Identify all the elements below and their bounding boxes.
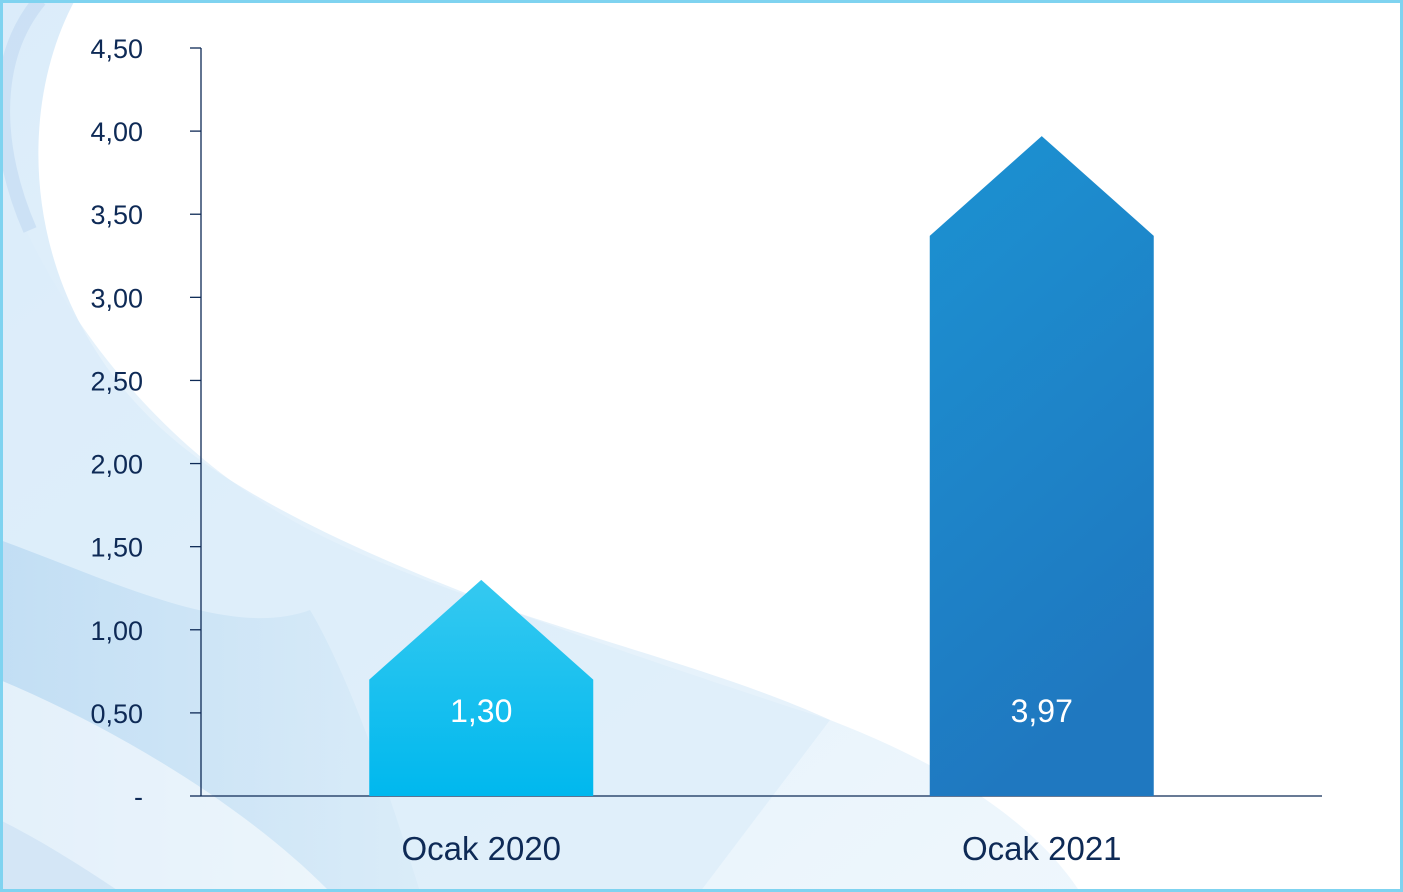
y-tick-label: 4,00 [90,117,143,147]
background-waves [0,0,1080,892]
bars: 1,30 3,97 [369,136,1154,796]
x-category-label: Ocak 2020 [401,830,561,867]
y-tick-label: 2,50 [90,366,143,396]
y-tick-label: 4,50 [90,34,143,64]
bar-value-label: 1,30 [450,693,512,729]
bar-value-label: 3,97 [1011,693,1073,729]
y-tick-label: 2,00 [90,450,143,480]
bar-2 [929,136,1154,796]
y-tick-label: 3,00 [90,283,143,313]
y-axis-ticks: - 0,50 1,00 1,50 2,00 2,50 3,00 3,50 4,00 4,50 [90,34,201,812]
y-tick-label: - [134,782,143,812]
y-tick-label: 3,50 [90,200,143,230]
x-axis-labels: Ocak 2020 Ocak 2021 [401,830,1121,867]
y-tick-label: 0,50 [90,699,143,729]
bar-1 [369,579,594,796]
y-tick-label: 1,00 [90,616,143,646]
y-tick-label: 1,50 [90,533,143,563]
x-category-label: Ocak 2021 [962,830,1122,867]
